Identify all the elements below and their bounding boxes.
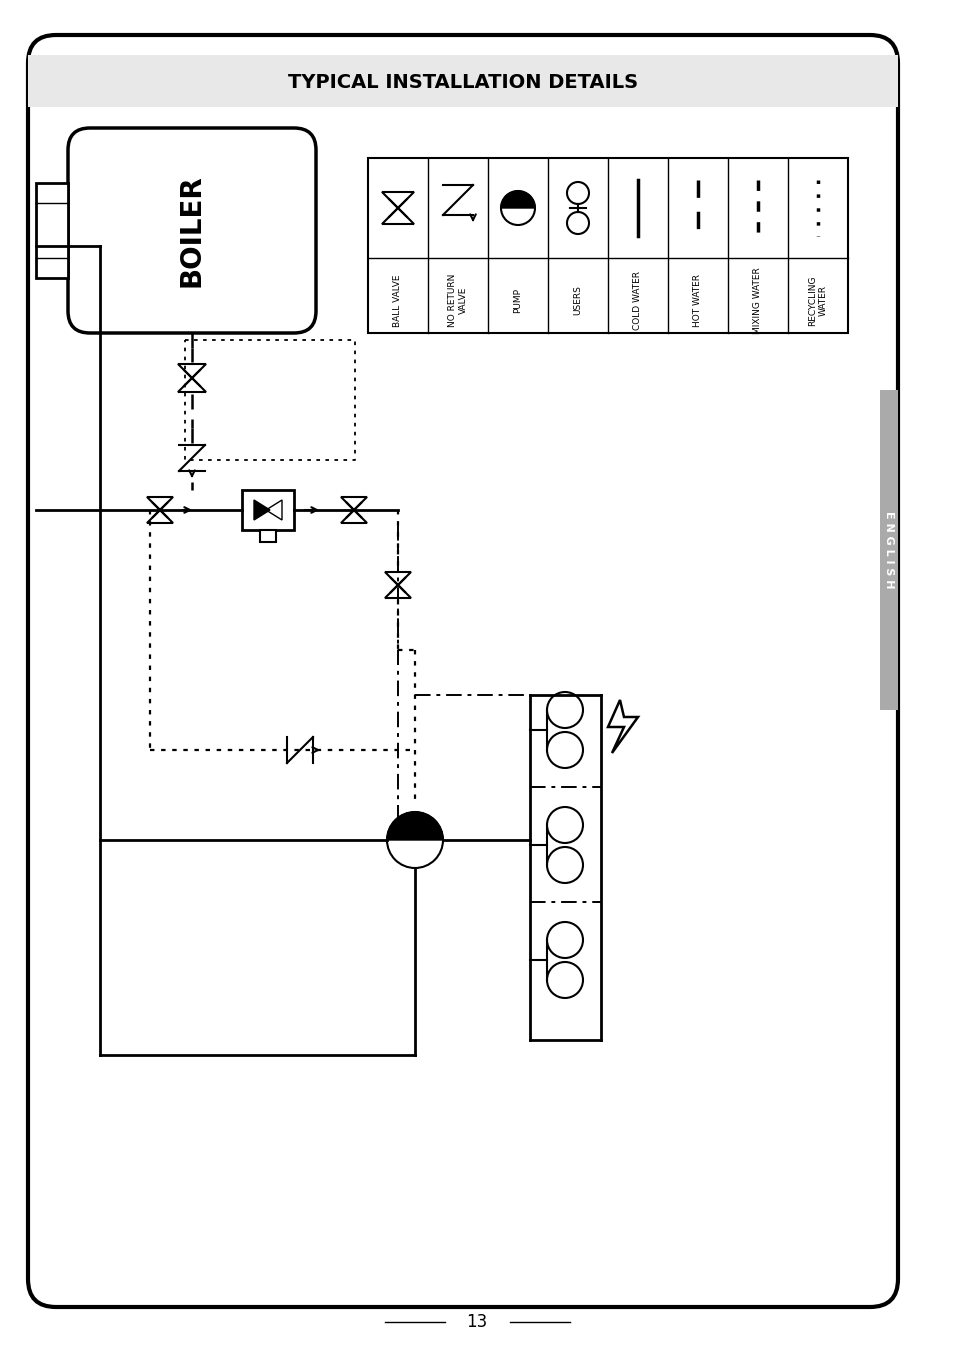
Text: HOT WATER: HOT WATER bbox=[693, 274, 701, 327]
Text: BALL VALVE: BALL VALVE bbox=[393, 274, 402, 327]
Text: PUMP: PUMP bbox=[513, 288, 522, 313]
Bar bbox=[28, 55, 897, 107]
Text: TYPICAL INSTALLATION DETAILS: TYPICAL INSTALLATION DETAILS bbox=[288, 73, 638, 93]
Wedge shape bbox=[387, 811, 442, 840]
Bar bbox=[260, 531, 275, 541]
Wedge shape bbox=[500, 190, 535, 208]
Bar bbox=[36, 184, 68, 278]
FancyBboxPatch shape bbox=[68, 128, 315, 333]
Text: NO RETURN
VALVE: NO RETURN VALVE bbox=[448, 274, 467, 327]
Bar bbox=[242, 490, 294, 531]
Text: 13: 13 bbox=[466, 1314, 487, 1331]
Text: E N G L I S H: E N G L I S H bbox=[883, 512, 893, 589]
Text: COLD WATER: COLD WATER bbox=[633, 271, 641, 329]
Text: RECYCLING
WATER: RECYCLING WATER bbox=[807, 275, 827, 325]
FancyBboxPatch shape bbox=[28, 35, 897, 1307]
Bar bbox=[368, 158, 847, 333]
Text: USERS: USERS bbox=[573, 286, 582, 316]
Text: BOILER: BOILER bbox=[178, 174, 206, 288]
Text: MIXING WATER: MIXING WATER bbox=[753, 267, 761, 333]
Bar bbox=[879, 390, 897, 710]
Polygon shape bbox=[253, 500, 270, 520]
